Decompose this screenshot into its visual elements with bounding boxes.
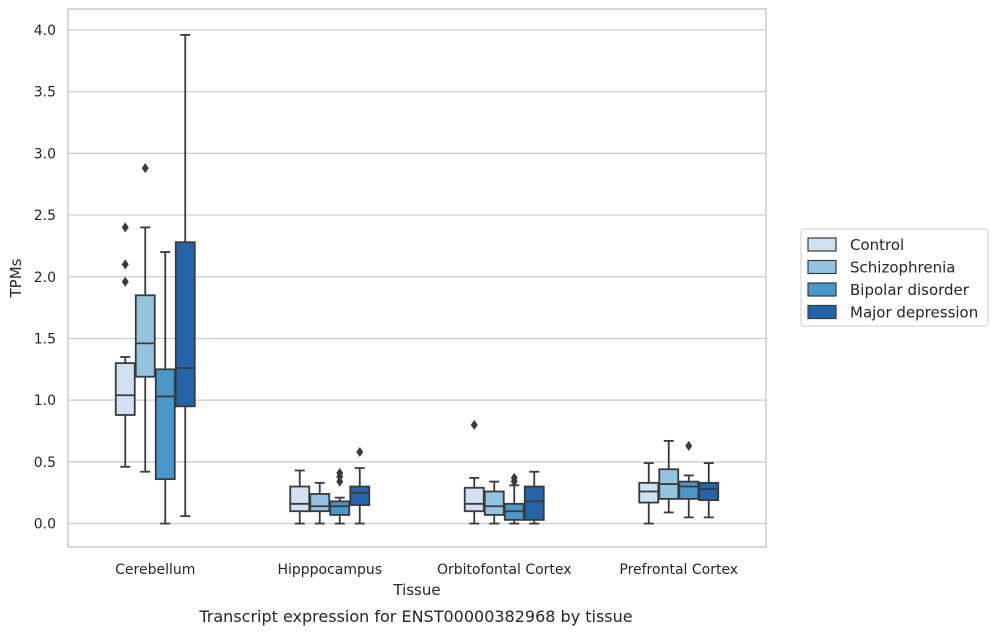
outlier-marker [121, 222, 129, 233]
box-schizophrenia-3 [658, 439, 680, 514]
box-iqr [349, 485, 371, 506]
x-tick-labels: Cerebellum Hipppocampus Orbitofontal Corte… [115, 562, 738, 578]
box-iqr [174, 241, 196, 408]
y-tick-label: 2.5 [34, 208, 56, 224]
outlier-marker [121, 259, 129, 270]
legend: Control Schizophrenia Bipolar disorder Majo… [800, 228, 989, 327]
outlier-marker [470, 419, 478, 430]
box-bipolar-disorder-3 [678, 440, 700, 519]
x-tick-label: Hipppocampus [277, 562, 382, 578]
box-major-depression-2 [523, 470, 545, 525]
box-groups [114, 34, 720, 525]
box-iqr [289, 485, 311, 513]
box-iqr [329, 500, 351, 516]
box-iqr [698, 481, 720, 502]
y-tick-label: 3.5 [34, 85, 56, 101]
outlier-marker [510, 472, 518, 483]
box-control-0 [114, 222, 136, 468]
x-tick-label: Prefrontal Cortex [619, 562, 738, 578]
box-schizophrenia-2 [483, 480, 505, 525]
outlier-marker [336, 467, 344, 478]
box-bipolar-disorder-0 [154, 251, 176, 525]
y-tick-label: 1.0 [34, 393, 56, 409]
box-major-depression-3 [698, 462, 720, 519]
x-tick-label: Cerebellum [115, 562, 195, 578]
box-iqr [463, 486, 485, 513]
box-iqr [134, 294, 156, 378]
plot-frame [67, 8, 767, 548]
legend-label: Bipolar disorder [850, 281, 970, 299]
box-bipolar-disorder-2 [503, 472, 525, 525]
legend-swatch [807, 237, 837, 252]
box-schizophrenia-1 [309, 481, 331, 525]
legend-frame [800, 228, 989, 327]
y-axis-label: TPMs [7, 258, 25, 298]
legend-label: Schizophrenia [850, 259, 955, 277]
box-iqr [523, 485, 545, 521]
y-tick-label: 3.0 [34, 146, 56, 162]
outlier-marker [356, 446, 364, 457]
legend-label: Control [850, 236, 904, 254]
legend-swatch [807, 304, 837, 320]
outlier-marker [121, 276, 129, 287]
box-iqr [114, 362, 136, 416]
y-tick-label: 1.5 [34, 331, 56, 347]
box-major-depression-0 [174, 34, 196, 518]
legend-label: Major depression [850, 304, 978, 322]
legend-swatch [807, 259, 837, 275]
outlier-marker [141, 163, 149, 174]
box-iqr [638, 481, 660, 504]
y-tick-labels: 0.0 0.5 1.0 1.5 2.0 2.5 3.0 3.5 4.0 [34, 23, 56, 533]
x-tick-label: Orbitofontal Cortex [437, 562, 572, 578]
y-tick-label: 4.0 [34, 23, 56, 39]
box-iqr [154, 368, 176, 481]
x-axis-label: Tissue [392, 581, 440, 599]
y-tick-label: 0.0 [34, 517, 56, 533]
box-control-2 [463, 419, 485, 525]
y-tick-label: 0.5 [34, 455, 56, 471]
box-schizophrenia-0 [134, 163, 156, 473]
legend-swatch [807, 282, 837, 297]
chart-caption: Transcript expression for ENST0000038296… [198, 607, 632, 626]
box-iqr [309, 493, 331, 513]
box-control-1 [289, 469, 311, 525]
y-tick-label: 2.0 [34, 270, 56, 286]
outlier-marker [685, 440, 693, 451]
box-major-depression-1 [349, 446, 371, 525]
box-iqr [483, 490, 505, 516]
box-control-3 [638, 462, 660, 525]
box-bipolar-disorder-1 [329, 467, 351, 525]
box-iqr [678, 480, 700, 500]
